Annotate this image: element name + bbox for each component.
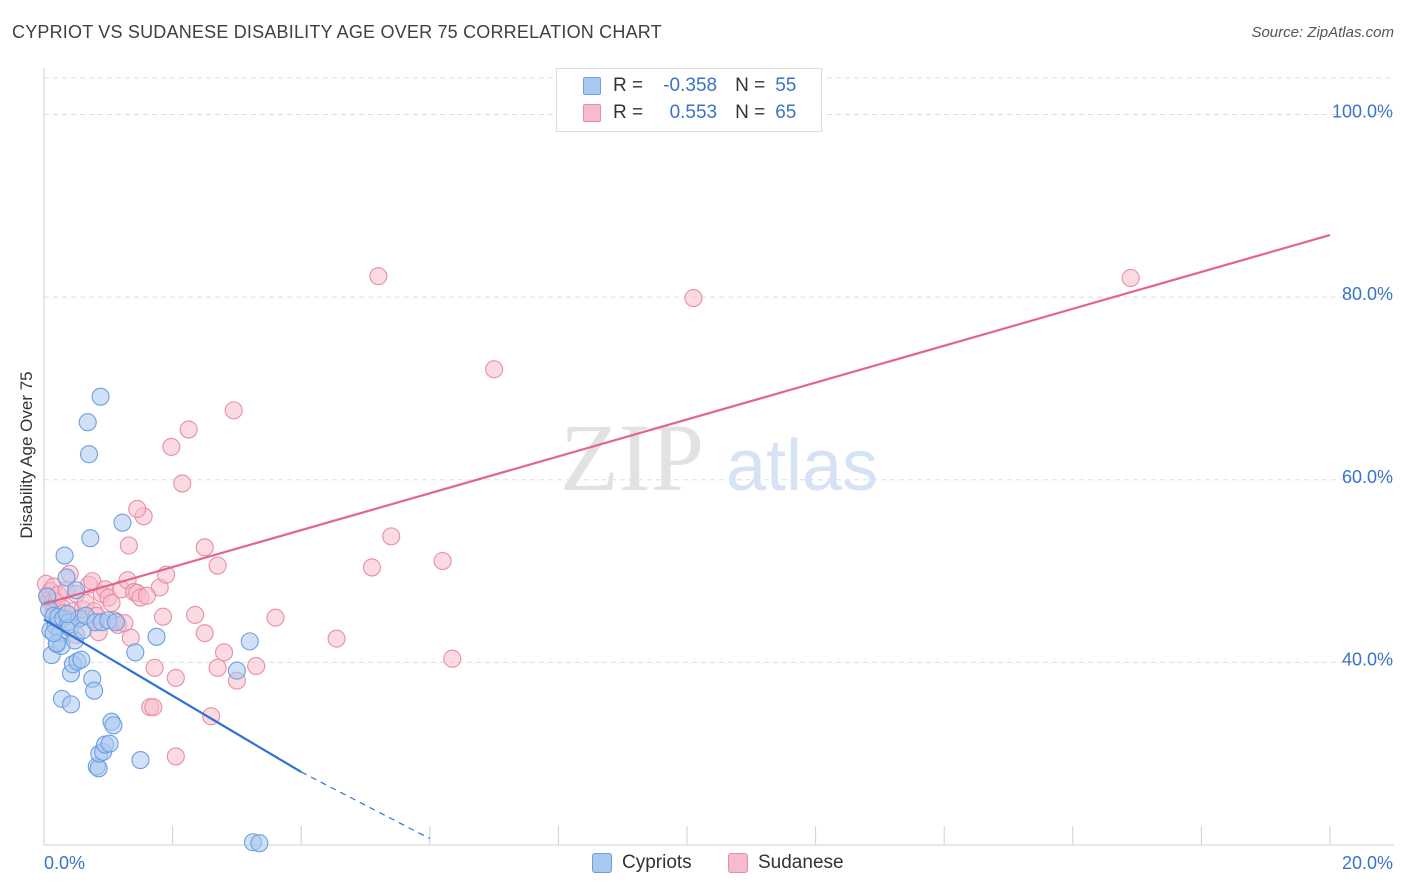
data-points <box>36 267 1140 853</box>
cypriots-swatch <box>583 77 601 95</box>
cypriots-point <box>100 734 119 753</box>
sudanese-point <box>119 536 138 555</box>
sudanese-point <box>102 593 121 613</box>
tick-labels: 40.0% 60.0% 80.0% 100.0% 0.0% 20.0% <box>44 102 1393 873</box>
cypriots-point <box>104 716 123 735</box>
n-value: 65 <box>775 102 797 123</box>
cypriots-point <box>81 529 100 548</box>
r-value: -0.358 <box>663 75 718 96</box>
n-label: N = <box>735 102 766 123</box>
sudanese-point <box>166 747 185 766</box>
sudanese-point <box>137 586 156 605</box>
cypriots-legend-swatch <box>592 853 612 873</box>
sudanese-point <box>145 658 164 677</box>
cypriots-point <box>147 627 166 646</box>
sudanese-trend-line <box>43 233 1331 606</box>
legend-row-cypriots: R = -0.358 N = 55 <box>583 73 796 99</box>
sudanese-point <box>214 643 234 662</box>
sudanese-point <box>369 267 388 286</box>
sudanese-point <box>382 527 401 546</box>
r-value: 0.553 <box>669 102 718 123</box>
sudanese-point <box>327 629 346 648</box>
cypriots-point <box>91 387 110 406</box>
sudanese-point <box>1121 268 1140 288</box>
sudanese-point <box>195 624 214 643</box>
cypriots-point <box>58 604 77 624</box>
cypriots-point <box>126 643 145 662</box>
y-tick-label: 40.0% <box>1342 649 1393 669</box>
x-tick-label: 20.0% <box>1342 853 1393 873</box>
sudanese-point <box>179 420 198 439</box>
sudanese-point <box>224 401 243 420</box>
cypriots-trend-line-extension <box>300 771 431 840</box>
cypriots-point <box>72 650 91 669</box>
sudanese-point <box>144 698 163 717</box>
n-value: 55 <box>775 75 797 96</box>
series-legend: Cypriots Sudanese <box>0 850 1406 880</box>
cypriots-point <box>79 445 99 464</box>
cypriots-point <box>106 613 126 632</box>
cypriots-point <box>55 546 74 565</box>
sudanese-point <box>362 558 381 577</box>
cypriots-point <box>250 834 269 853</box>
r-label: R = <box>613 75 644 96</box>
y-axis-label: Disability Age Over 75 <box>17 371 36 539</box>
sudanese-point <box>684 289 703 308</box>
sudanese-point <box>266 608 285 627</box>
source-credit: Source: ZipAtlas.com <box>1251 24 1394 41</box>
chart-title: CYPRIOT VS SUDANESE DISABILITY AGE OVER … <box>12 22 662 42</box>
r-label: R = <box>613 102 644 123</box>
sudanese-point <box>128 499 147 519</box>
grid-lines <box>44 77 1392 663</box>
sudanese-point <box>208 658 227 677</box>
n-label: N = <box>735 75 766 96</box>
sudanese-point <box>173 474 192 493</box>
y-tick-label: 100.0% <box>1332 102 1393 122</box>
cypriots-point <box>131 751 150 770</box>
x-tick-label: 0.0% <box>44 853 85 873</box>
sudanese-point <box>166 668 185 687</box>
cypriots-trend-line <box>43 618 302 773</box>
sudanese-point <box>485 360 504 379</box>
cypriots-point <box>61 695 81 714</box>
cypriots-point <box>85 681 104 700</box>
sudanese-point <box>443 649 462 668</box>
y-tick-label: 60.0% <box>1342 467 1393 487</box>
sudanese-point <box>162 437 181 456</box>
sudanese-point <box>433 551 452 571</box>
legend-item-sudanese[interactable]: Sudanese <box>728 852 844 874</box>
cypriots-point <box>78 413 97 432</box>
cypriots-point <box>44 624 63 643</box>
legend-label-cypriots: Cypriots <box>622 852 692 873</box>
sudanese-swatch <box>583 104 601 122</box>
sudanese-point <box>247 656 266 676</box>
legend-label-sudanese: Sudanese <box>758 852 844 873</box>
cypriots-point <box>227 661 246 680</box>
cypriots-point <box>240 632 259 651</box>
sudanese-point <box>208 556 227 575</box>
y-tick-label: 80.0% <box>1342 284 1393 304</box>
sudanese-point <box>195 538 214 557</box>
cypriots-point <box>57 568 76 587</box>
sudanese-legend-swatch <box>728 853 748 873</box>
axes <box>43 68 1394 846</box>
correlation-legend: R = -0.358 N = 55 R = 0.553 N = 65 <box>556 68 822 132</box>
watermark-atlas: atlas <box>726 426 878 506</box>
trend-lines <box>43 233 1331 840</box>
sudanese-point <box>153 607 173 626</box>
legend-item-cypriots[interactable]: Cypriots <box>592 852 692 874</box>
legend-row-sudanese: R = 0.553 N = 65 <box>583 100 796 126</box>
watermark: ZIP atlas <box>560 404 878 511</box>
sudanese-point <box>186 605 205 624</box>
cypriots-point <box>113 513 132 532</box>
